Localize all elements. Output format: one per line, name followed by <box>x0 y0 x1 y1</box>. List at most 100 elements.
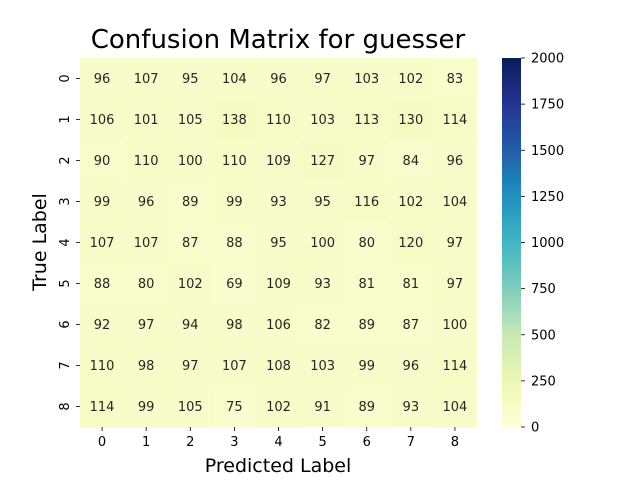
heatmap-cell <box>432 58 478 100</box>
heatmap-cell <box>80 140 125 182</box>
cell-value-label: 107 <box>222 359 247 374</box>
cell-value-label: 93 <box>270 195 287 210</box>
cell-value-label: 69 <box>226 277 243 292</box>
cell-value-label: 84 <box>403 154 420 169</box>
cell-value-label: 110 <box>134 154 159 169</box>
cell-value-label: 75 <box>226 400 243 415</box>
cell-value-label: 95 <box>182 72 199 87</box>
cell-value-label: 104 <box>443 195 468 210</box>
y-axis-label: True Label <box>29 193 51 292</box>
cell-value-label: 96 <box>138 195 155 210</box>
cell-value-label: 107 <box>134 72 159 87</box>
heatmap-cell <box>80 181 125 223</box>
heatmap-cell <box>124 386 169 428</box>
heatmap-cell <box>256 386 302 428</box>
heatmap-cell <box>344 345 390 387</box>
heatmap-cell <box>388 263 434 305</box>
cell-value-label: 89 <box>182 195 199 210</box>
cell-value-label: 97 <box>182 359 199 374</box>
cell-value-label: 81 <box>358 277 375 292</box>
heatmap-cell <box>344 181 390 223</box>
x-tick-label: 1 <box>142 435 150 450</box>
colorbar-tick-label: 500 <box>531 328 556 343</box>
heatmap-cell <box>388 222 434 264</box>
cell-value-label: 130 <box>398 113 423 128</box>
heatmap-cell <box>168 304 213 346</box>
x-tick-label: 8 <box>451 435 459 450</box>
cell-value-label: 104 <box>443 400 468 415</box>
heatmap-cell <box>80 263 125 305</box>
x-tick-label: 7 <box>407 435 415 450</box>
cell-value-label: 106 <box>266 318 291 333</box>
cell-value-label: 95 <box>270 236 287 251</box>
heatmap-cell <box>80 386 125 428</box>
cell-value-label: 102 <box>398 72 423 87</box>
colorbar-tick-label: 250 <box>531 374 556 389</box>
cell-value-label: 120 <box>398 236 423 251</box>
cell-value-label: 113 <box>354 113 379 128</box>
cell-value-label: 99 <box>138 400 155 415</box>
heatmap-cell <box>300 304 346 346</box>
cell-value-label: 80 <box>138 277 155 292</box>
heatmap-cell <box>344 140 390 182</box>
heatmap-cells <box>80 58 478 428</box>
colorbar-tick-label: 1750 <box>531 98 564 113</box>
heatmap-cell <box>80 345 125 387</box>
colorbar-tick-label: 750 <box>531 282 556 297</box>
cell-value-label: 110 <box>222 154 247 169</box>
heatmap-cell <box>300 263 346 305</box>
cell-value-label: 97 <box>447 236 464 251</box>
heatmap-cell <box>124 263 169 305</box>
cell-value-label: 102 <box>266 400 291 415</box>
cell-value-label: 97 <box>358 154 375 169</box>
colorbar-tick-label: 1000 <box>531 236 564 251</box>
cell-value-label: 97 <box>447 277 464 292</box>
cell-value-label: 109 <box>266 277 291 292</box>
heatmap-cell <box>124 181 169 223</box>
heatmap-cell <box>168 99 213 141</box>
colorbar <box>502 58 521 427</box>
cell-value-label: 127 <box>310 154 335 169</box>
cell-value-label: 82 <box>314 318 331 333</box>
cell-value-label: 89 <box>358 318 375 333</box>
cell-value-label: 110 <box>266 113 291 128</box>
cell-value-label: 92 <box>94 318 111 333</box>
heatmap-cell <box>432 222 478 264</box>
heatmap-cell <box>212 263 257 305</box>
heatmap-cell <box>124 345 169 387</box>
cell-value-label: 104 <box>222 72 247 87</box>
cell-value-label: 97 <box>138 318 155 333</box>
heatmap-cell <box>124 140 169 182</box>
heatmap-cell <box>168 140 213 182</box>
heatmap-cell <box>344 222 390 264</box>
heatmap-cell <box>388 304 434 346</box>
x-axis-ticks: 0 1 2 3 4 5 6 7 8 <box>98 427 459 450</box>
cell-value-label: 93 <box>403 400 420 415</box>
cell-value-label: 138 <box>222 113 247 128</box>
cell-value-label: 107 <box>90 236 115 251</box>
heatmap-cell <box>124 99 169 141</box>
heatmap-cell <box>124 304 169 346</box>
cell-value-label: 103 <box>310 359 335 374</box>
heatmap-cell <box>344 263 390 305</box>
cell-value-label: 89 <box>358 400 375 415</box>
cell-value-label: 99 <box>226 195 243 210</box>
cell-value-label: 96 <box>447 154 464 169</box>
heatmap-cell <box>388 345 434 387</box>
y-axis-ticks: 0 1 2 3 4 5 6 7 8 <box>58 74 80 411</box>
colorbar-tick-label: 0 <box>531 421 539 436</box>
heatmap-cell <box>432 386 478 428</box>
colorbar-ticks: 0 250 500 750 1000 1250 1500 1750 2000 <box>521 52 564 436</box>
heatmap-cell <box>388 58 434 100</box>
cell-value-label: 81 <box>403 277 420 292</box>
heatmap-cell <box>256 263 302 305</box>
cell-value-label: 110 <box>90 359 115 374</box>
heatmap-cell <box>80 304 125 346</box>
heatmap-cell <box>300 181 346 223</box>
heatmap-cell <box>168 263 213 305</box>
heatmap-cell <box>432 181 478 223</box>
cell-value-label: 80 <box>358 236 375 251</box>
cell-value-label: 103 <box>354 72 379 87</box>
cell-value-label: 114 <box>90 400 115 415</box>
